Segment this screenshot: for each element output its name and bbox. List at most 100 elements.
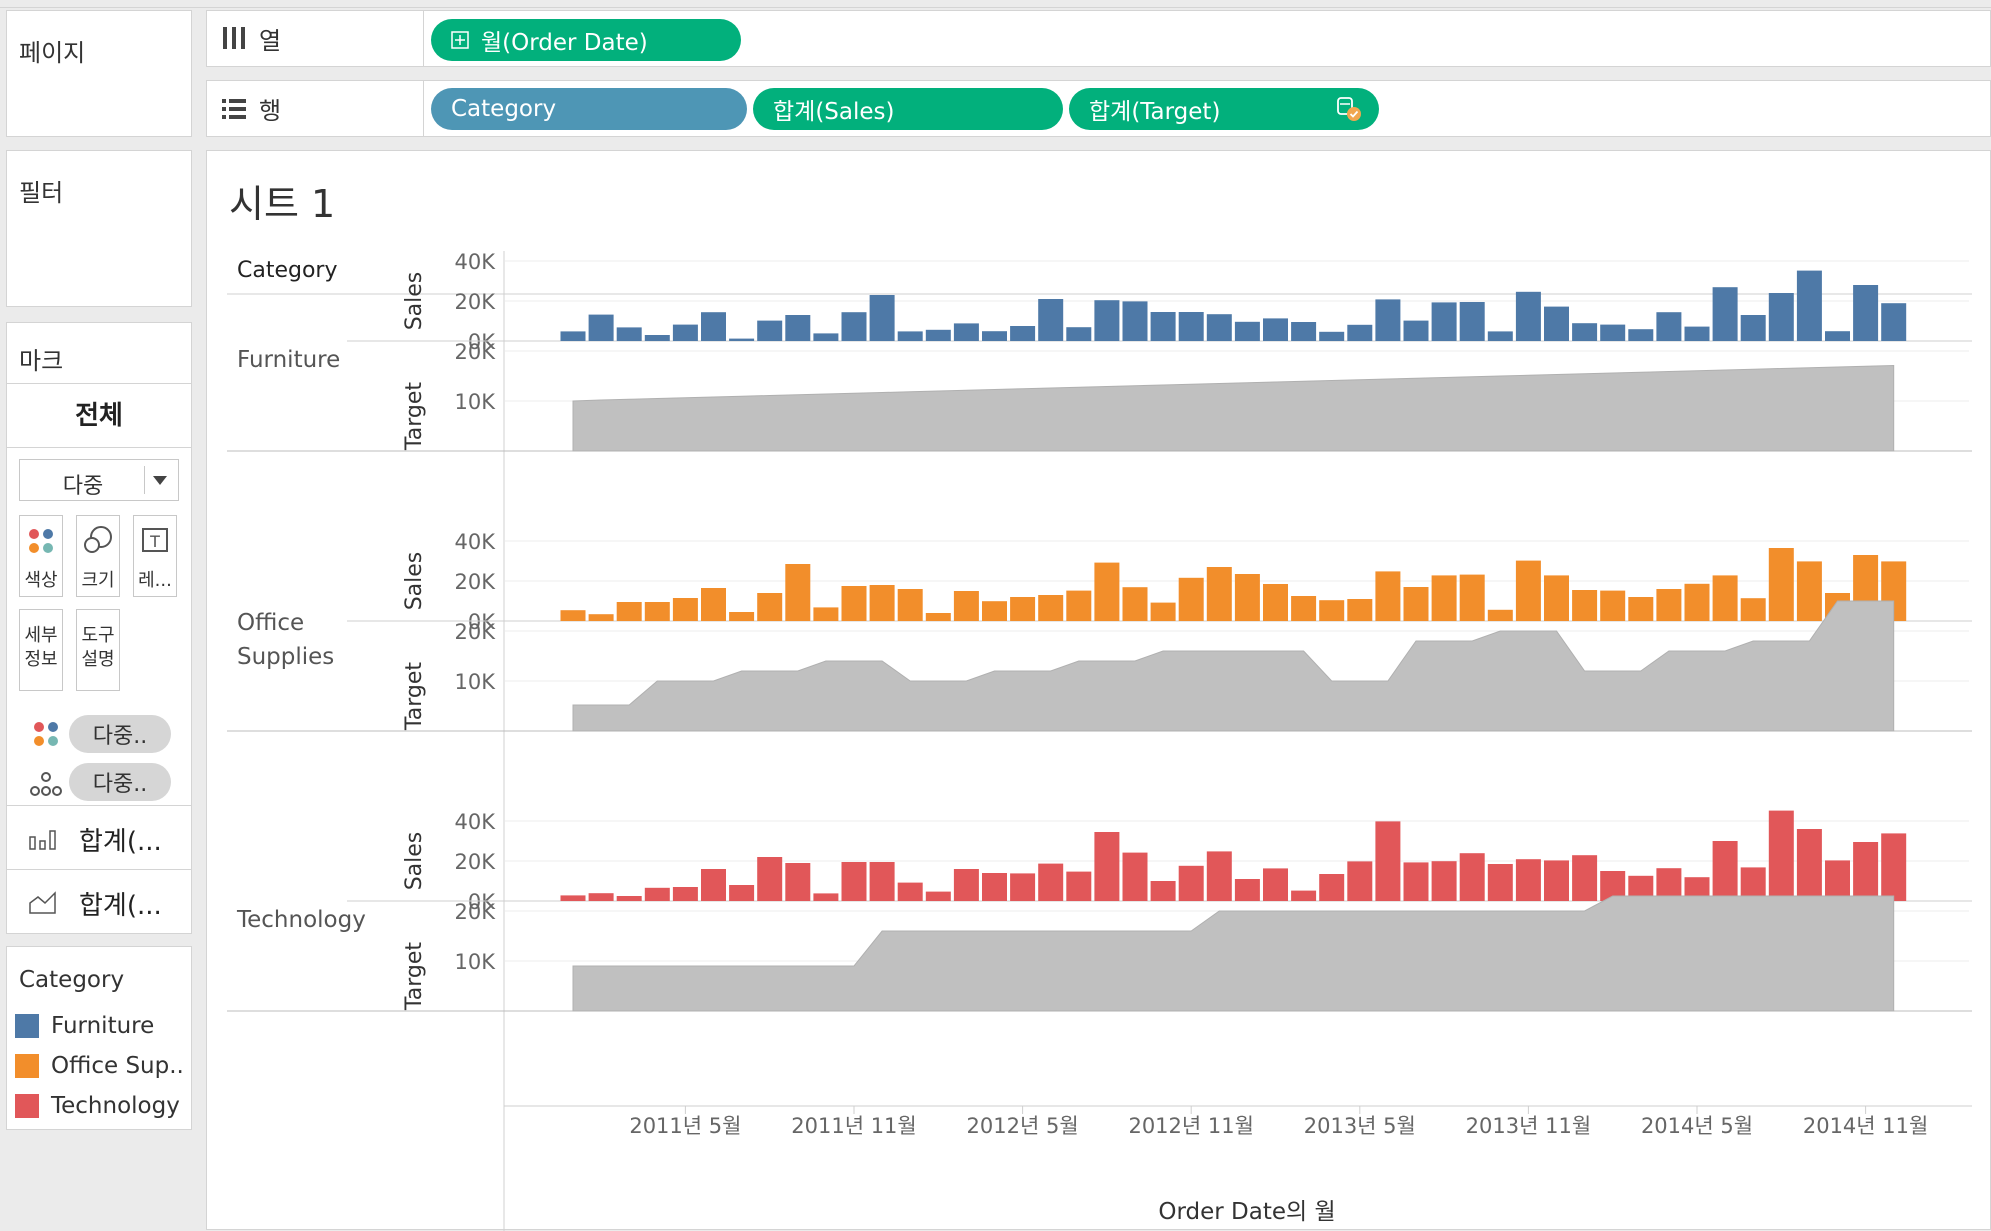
sales-bar [1825,331,1850,341]
mark-type-value: 다중 [62,474,104,499]
category-column-header: Category [237,258,338,283]
legend-item-technology[interactable]: Technology [15,1091,180,1121]
sales-bar [869,585,895,621]
sales-bar [1291,322,1317,341]
legend-item-furniture[interactable]: Furniture [15,1011,154,1041]
sales-bar [925,329,951,341]
sales-bar [1740,315,1766,341]
sales-bar [925,891,951,901]
detail-field-icon [30,772,62,796]
detail-button[interactable]: 세부 정보 [19,609,63,691]
sales-bar [785,315,811,341]
sales-bar [1572,855,1598,901]
sales-bar [1796,829,1822,901]
sales-bar [1459,302,1485,341]
sales-bar [1544,860,1569,901]
sales-bar [588,893,614,901]
target-axis-title: Target [402,382,427,451]
color-dots-icon [29,529,53,553]
sales-bar [616,327,642,341]
sales-bar [672,598,698,621]
sales-bar [1684,877,1710,901]
sum-target-pill[interactable]: 합계(Target) [1069,88,1379,130]
detail-field-pill[interactable]: 다중.. [69,763,171,801]
sales-bar [1263,584,1288,621]
legend-swatch [15,1094,39,1118]
sales-bar [1347,861,1373,901]
sales-bar [1740,598,1766,621]
sales-bar [1712,575,1738,621]
sum-sales-pill[interactable]: 합계(Sales) [753,88,1063,130]
sales-bar [1094,562,1120,621]
size-button[interactable]: 크기 [76,515,120,597]
sales-bar [1263,318,1288,341]
sales-bar [757,593,783,621]
legend-swatch [15,1014,39,1038]
order-date-month-pill[interactable]: 월(Order Date) [431,19,741,61]
target-axis-tick: 20K [455,340,497,364]
color-field-pill[interactable]: 다중.. [69,715,171,753]
sales-bar [897,882,923,901]
sales-bar [588,614,614,621]
columns-shelf-label: 열 [259,27,282,55]
sales-bar [953,591,979,621]
sales-bar [616,602,642,621]
rows-shelf[interactable]: 행 Category 합계(Sales) 합계(Target) [206,80,1991,137]
legend-item-office-supplies[interactable]: Office Sup.. [15,1051,184,1081]
tooltip-button-label: 도구 설명 [81,625,115,670]
sales-bar [1347,324,1373,341]
target-axis-title: Target [402,662,427,731]
sales-bar [1459,574,1485,621]
category-label: Furniture [237,347,340,373]
sales-bar [1515,560,1541,621]
dual-axis-sync-icon [1337,97,1361,121]
sales-bar [1178,312,1204,341]
sales-bar [1150,602,1176,621]
sales-bar [1010,326,1036,341]
sales-axis-tick: 20K [455,290,497,314]
marks-divider-4 [7,869,191,870]
sales-bar [1487,864,1513,901]
sales-bar [1291,596,1317,621]
sum-target-pill-label: 합계(Target) [1089,99,1221,125]
sales-bar [1094,832,1120,901]
sales-bar [953,323,979,341]
sum-sales-pill-label: 합계(Sales) [773,99,895,125]
sheet-area: 시트 1 Category Furniture 40K 20K 0K 20K 10K Sale… [206,150,1991,1231]
mark-type-select[interactable]: 다중 [19,459,179,501]
marks-tab-all[interactable]: 전체 [75,401,123,431]
color-button[interactable]: 색상 [19,515,63,597]
marks-divider [7,383,191,384]
marks-section-sales[interactable]: 합계(... [7,807,191,869]
sales-bar [1881,303,1907,341]
size-button-label: 크기 [81,570,115,591]
marks-card: 마크 전체 다중 색상 크기 T 레... 세부 정보 도구 설명 다중.. [6,322,192,934]
sales-bar [1375,571,1401,621]
label-button[interactable]: T 레... [133,515,177,597]
sales-bar [644,602,670,621]
expand-plus-icon [451,31,469,49]
sales-axis-tick: 40K [455,250,497,274]
tooltip-button[interactable]: 도구 설명 [76,609,120,691]
sales-bar [1234,574,1260,621]
top-strip [0,0,1991,8]
sales-bar [925,613,951,621]
sales-bar [1403,862,1429,901]
marks-section-target[interactable]: 합계(... [7,871,191,933]
filters-shelf[interactable]: 필터 [6,150,192,307]
sales-bar [869,862,895,901]
x-axis-tick: 2012년 11월 [1128,1114,1253,1138]
sales-axis-tick: 40K [455,810,497,834]
label-button-label: 레... [138,570,172,591]
columns-shelf[interactable]: 열 월(Order Date) [206,10,1991,67]
sales-bar [953,869,979,901]
sales-axis-tick: 20K [455,850,497,874]
visualization[interactable]: CategoryFurniture40K20K0K20K10KSalesTarg… [207,151,1991,1231]
category-label: Office [237,610,304,636]
pages-shelf[interactable]: 페이지 [6,10,192,137]
sales-bar [1291,890,1317,901]
target-axis-title: Target [402,942,427,1011]
sales-bar [1572,590,1598,621]
category-pill[interactable]: Category [431,88,747,130]
sales-bar [1234,879,1260,901]
